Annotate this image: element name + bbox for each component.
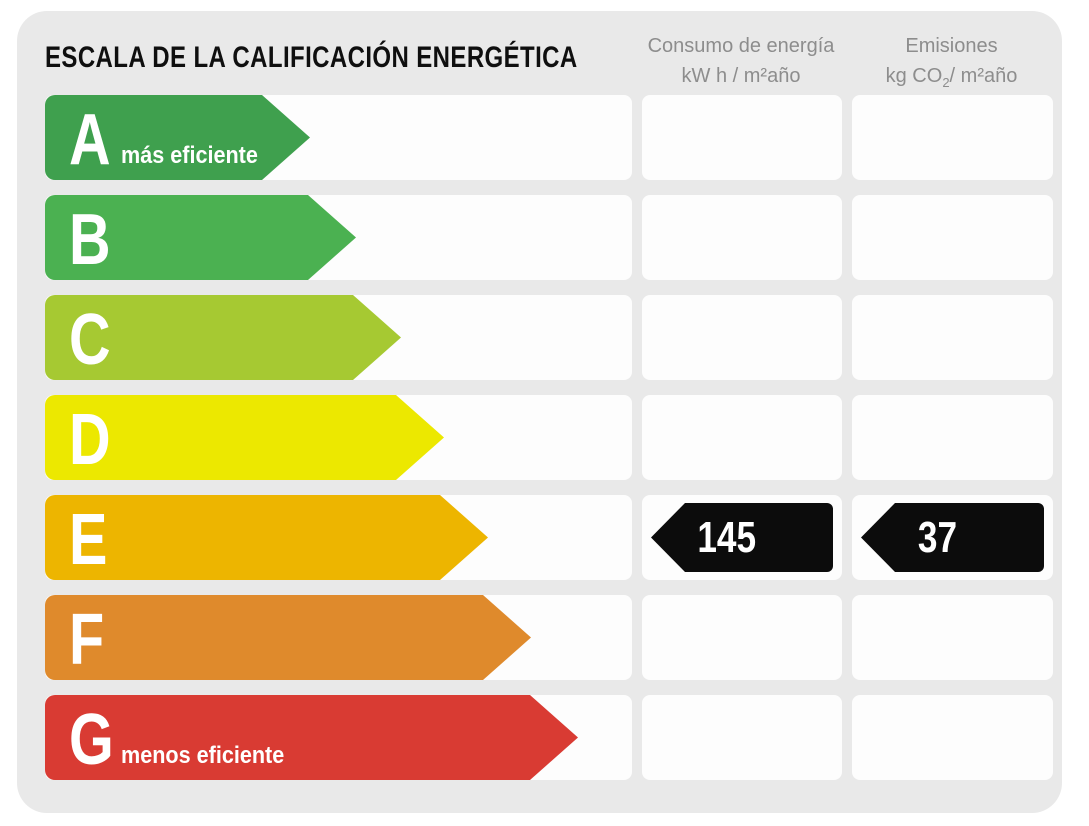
rating-bar-e: E (45, 495, 488, 580)
rating-bar-track-a: A más eficiente (45, 95, 632, 180)
rating-bar-a: A más eficiente (45, 95, 310, 180)
consumption-header-unit: kW h / m²año (681, 65, 801, 87)
emissions-cell-e: 37 (852, 495, 1053, 580)
consumption-cell-b (642, 195, 842, 280)
consumption-cell-e: 145 (642, 495, 842, 580)
rating-row-g: G menos eficiente (45, 695, 1053, 780)
least-efficient-note: menos eficiente (121, 742, 285, 769)
rating-letter-g: G (69, 699, 114, 780)
rating-bar-track-e: E (45, 495, 632, 580)
emissions-value: 37 (917, 512, 958, 562)
emissions-cell-d (852, 395, 1053, 480)
emissions-cell-c (852, 295, 1053, 380)
rating-bar-b: B (45, 195, 356, 280)
rating-letter-f: F (69, 599, 105, 680)
consumption-cell-f (642, 595, 842, 680)
emissions-unit-suffix: / m²año (949, 65, 1018, 87)
consumption-cell-a (642, 95, 842, 180)
rating-letter-a: A (69, 99, 111, 180)
emissions-unit-subscript: 2 (942, 75, 950, 90)
rating-letter-d: D (69, 399, 111, 480)
consumption-cell-c (642, 295, 842, 380)
energy-label-card: ESCALA DE LA CALIFICACIÓN ENERGÉTICA Con… (17, 11, 1062, 813)
emissions-header-label: Emisiones (905, 35, 998, 57)
rating-rows: A más eficiente B (45, 95, 1053, 780)
rating-row-f: F (45, 595, 1053, 680)
consumption-marker-arrow: 145 (651, 503, 833, 572)
consumption-column-header: Consumo de energía kW h / m²año (641, 31, 841, 91)
rating-letter-e: E (69, 499, 108, 580)
rating-bar-track-f: F (45, 595, 632, 680)
emissions-cell-a (852, 95, 1053, 180)
rating-bar-track-d: D (45, 395, 632, 480)
emissions-marker-arrow: 37 (861, 503, 1044, 572)
rating-row-d: D (45, 395, 1053, 480)
rating-bar-c: C (45, 295, 401, 380)
rating-bar-track-b: B (45, 195, 632, 280)
rating-row-c: C (45, 295, 1053, 380)
rating-bar-g: G menos eficiente (45, 695, 578, 780)
consumption-cell-d (642, 395, 842, 480)
rating-letter-b: B (69, 199, 111, 280)
emissions-cell-f (852, 595, 1053, 680)
consumption-cell-g (642, 695, 842, 780)
rating-letter-c: C (69, 299, 111, 380)
emissions-cell-g (852, 695, 1053, 780)
emissions-column-header: Emisiones kg CO2/ m²año (851, 31, 1052, 91)
consumption-header-label: Consumo de energía (647, 35, 835, 57)
emissions-header-unit: kg CO2/ m²año (851, 61, 1052, 91)
most-efficient-note: más eficiente (121, 142, 258, 169)
rating-bar-d: D (45, 395, 444, 480)
emissions-cell-b (852, 195, 1053, 280)
rating-bar-f: F (45, 595, 531, 680)
rating-row-e: E 145 37 (45, 495, 1053, 580)
rating-bar-track-c: C (45, 295, 632, 380)
page-title: ESCALA DE LA CALIFICACIÓN ENERGÉTICA (45, 41, 578, 74)
rating-bar-track-g: G menos eficiente (45, 695, 632, 780)
consumption-value: 145 (697, 512, 757, 562)
emissions-unit-prefix: kg CO (885, 65, 943, 87)
rating-row-a: A más eficiente (45, 95, 1053, 180)
rating-row-b: B (45, 195, 1053, 280)
